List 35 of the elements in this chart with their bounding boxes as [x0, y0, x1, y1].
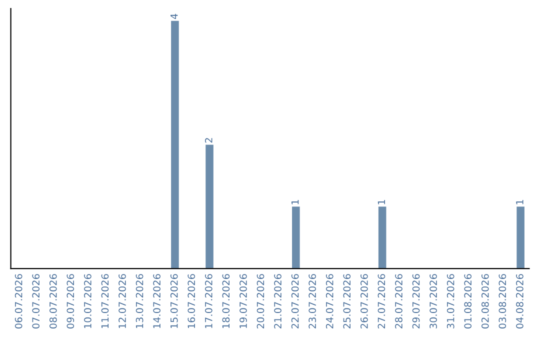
x-tick-label: 25.07.2026 [343, 274, 351, 328]
x-tick-label: 14.07.2026 [153, 274, 160, 328]
x-tick-label: 29.07.2026 [412, 274, 420, 328]
x-tick-label: 22.07.2026 [291, 274, 299, 328]
data-label: 1 [516, 200, 524, 204]
data-label: 4 [170, 14, 178, 20]
data-label: 2 [204, 138, 212, 143]
x-tick-label: 15.07.2026 [170, 274, 178, 328]
x-tick-label: 17.07.2026 [204, 274, 212, 328]
x-tick-label: 30.07.2026 [430, 274, 437, 328]
x-tick-label: 01.08.2026 [464, 274, 472, 328]
x-tick-label: 08.07.2026 [49, 274, 57, 328]
x-tick-label: 20.07.2026 [256, 274, 264, 328]
x-tick-label: 07.07.2026 [32, 274, 40, 328]
x-tick-label: 04.08.2026 [516, 274, 524, 328]
x-tick-label: 28.07.2026 [395, 274, 402, 328]
data-label: 1 [378, 200, 386, 204]
x-tick-label: 26.07.2026 [360, 274, 368, 328]
x-tick-label: 13.07.2026 [136, 274, 144, 328]
x-tick-label: 12.07.2026 [118, 274, 126, 328]
x-tick-label: 31.07.2026 [446, 274, 454, 328]
x-tick-label: 21.07.2026 [274, 274, 282, 328]
x-tick-label: 11.07.2026 [101, 274, 109, 328]
x-tick-label: 10.07.2026 [84, 274, 92, 328]
x-tick-label: 03.08.2026 [498, 274, 506, 328]
x-tick-label: 24.07.2026 [326, 274, 334, 328]
x-tick-label: 02.08.2026 [481, 274, 489, 328]
x-tick-label: 27.07.2026 [378, 274, 386, 328]
x-tick-label: 09.07.2026 [66, 274, 74, 328]
x-tick-label: 06.07.2026 [14, 274, 22, 328]
data-label: 1 [292, 200, 299, 204]
x-tick-label: 16.07.2026 [188, 274, 196, 328]
x-tick-label: 19.07.2026 [240, 274, 247, 328]
x-tick-label: 23.07.2026 [308, 274, 316, 328]
x-tick-label: 18.07.2026 [222, 274, 230, 328]
